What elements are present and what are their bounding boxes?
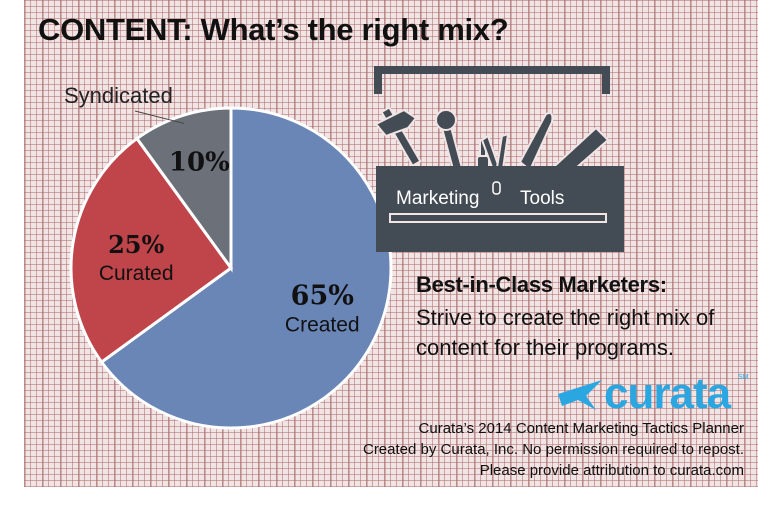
- pie-category-label-created: Created: [285, 313, 360, 336]
- syndicated-callout-label: Syndicated: [64, 83, 173, 108]
- marketers-body: Strive to create the right mix of conten…: [416, 305, 715, 360]
- toolbox-word-marketing: Marketing: [396, 188, 479, 209]
- footer-credits: Curata’s 2014 Content Marketing Tactics …: [304, 418, 744, 481]
- curata-logo: curata SM: [556, 369, 749, 418]
- pie-slice-syndicated: [134, 106, 233, 273]
- pie-slice-curated: [69, 136, 234, 365]
- hammer-icon: [374, 106, 422, 168]
- toolbox-body: [376, 166, 624, 252]
- pie-value-label-syndicated: 10%: [169, 148, 230, 178]
- page-title: CONTENT: What’s the right mix?: [38, 12, 509, 47]
- marketers-heading: Best-in-Class Marketers:: [416, 272, 667, 297]
- toolbox-word-tools: Tools: [520, 188, 564, 209]
- logo-wordmark: curata: [604, 369, 731, 418]
- footer-line: Curata’s 2014 Content Marketing Tactics …: [418, 420, 744, 437]
- logo-service-mark: SM: [738, 374, 749, 381]
- pie-slice-created: [99, 106, 393, 430]
- toolbox-lid-line: [389, 213, 607, 223]
- pie-value-label-created: 65%: [291, 280, 354, 311]
- knife-icon: [518, 112, 554, 172]
- pie-value-label-curated: 25%: [108, 230, 164, 259]
- footer-line: Please provide attribution to curata.com: [479, 462, 744, 479]
- toolbox-latch: [492, 181, 501, 195]
- footer-line: Created by Curata, Inc. No permission re…: [362, 441, 744, 458]
- toolbox-handle: [374, 66, 610, 94]
- star-burst-icon: [558, 380, 602, 410]
- callout-leader-line: [134, 110, 185, 124]
- toolbox-illustration: Marketing Tools: [374, 66, 624, 252]
- pie-category-label-curated: Curated: [99, 262, 174, 285]
